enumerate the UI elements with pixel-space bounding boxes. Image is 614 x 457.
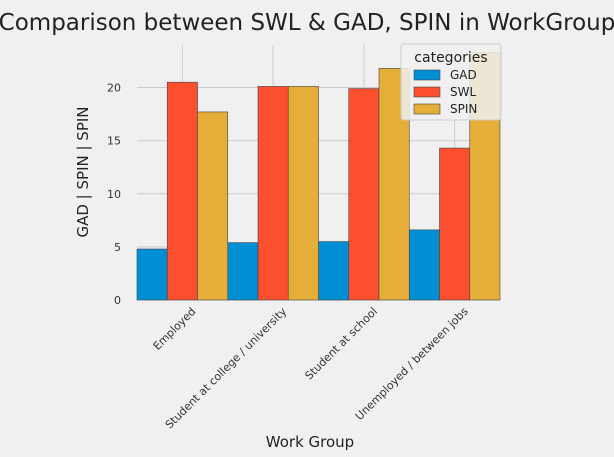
bar-gad-2 <box>318 241 350 301</box>
x-axis-title: Work Group <box>266 433 354 451</box>
legend-swatch-spin <box>413 103 441 115</box>
legend: categories GAD SWL SPIN <box>400 43 502 121</box>
bar-swl-3 <box>439 147 471 301</box>
y-tick-label: 5 <box>114 241 121 254</box>
y-tick-label: 0 <box>114 294 121 307</box>
legend-swatch-gad <box>413 69 441 81</box>
bar-swl-1 <box>257 86 289 301</box>
legend-swatch-swl <box>413 86 441 98</box>
bar-gad-3 <box>408 229 440 301</box>
bar-gad-1 <box>227 242 259 301</box>
y-tick-label: 15 <box>107 135 121 148</box>
y-tick-label: 10 <box>107 188 121 201</box>
y-axis-title: GAD | SPIN | SPIN <box>74 106 92 237</box>
y-tick-label: 20 <box>107 82 121 95</box>
legend-label-gad: GAD <box>450 68 477 82</box>
bar-spin-0 <box>197 111 229 301</box>
bar-spin-1 <box>287 86 319 301</box>
legend-label-spin: SPIN <box>450 102 477 116</box>
y-axis-ticks: 0 5 10 15 20 <box>107 82 121 308</box>
legend-title: categories <box>414 50 487 66</box>
legend-items: GAD SWL SPIN <box>413 68 477 116</box>
legend-box <box>400 43 502 121</box>
bar-gad-0 <box>136 248 168 301</box>
bars <box>136 52 501 301</box>
bar-swl-2 <box>348 88 380 301</box>
chart-title: Comparison between SWL & GAD, SPIN in Wo… <box>0 10 614 36</box>
legend-label-swl: SWL <box>450 85 476 99</box>
bar-swl-0 <box>166 81 198 301</box>
